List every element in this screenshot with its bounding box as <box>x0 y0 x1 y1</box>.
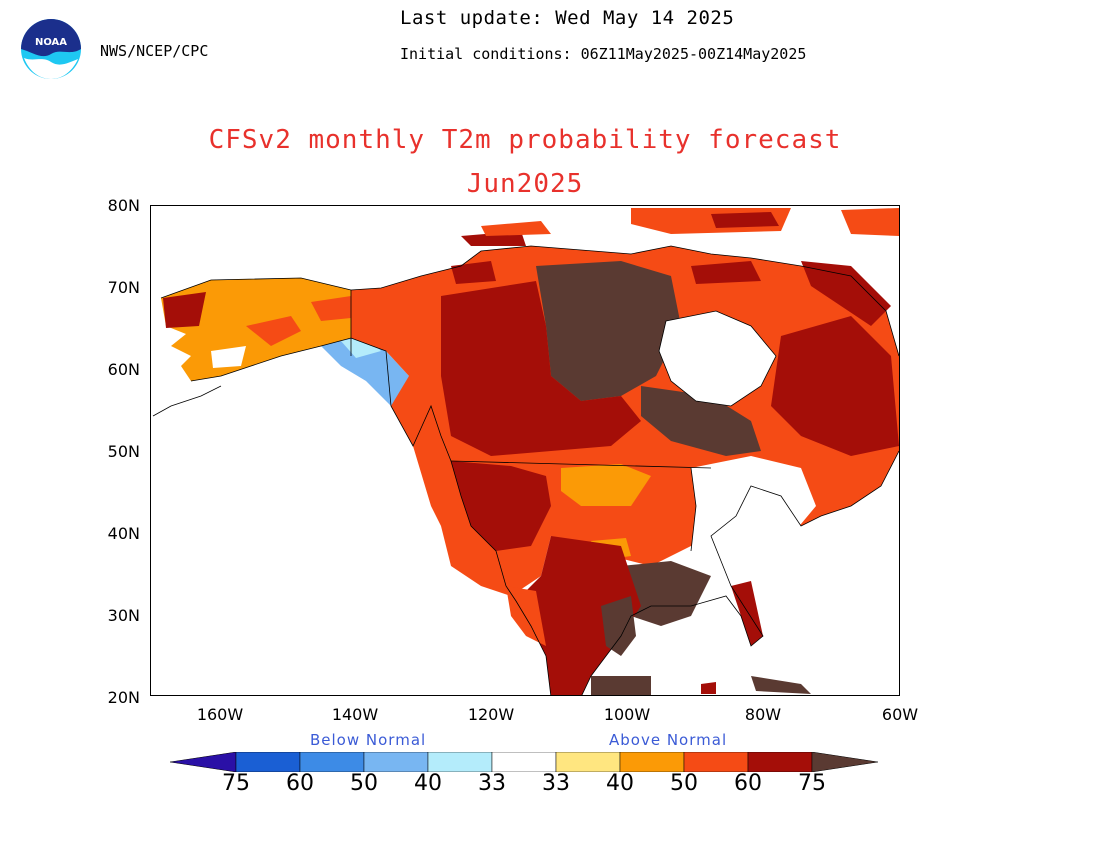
legend-value-below-75: 75 <box>222 771 250 796</box>
lon-label-100w: 100W <box>603 705 651 724</box>
chart-title: CFSv2 monthly T2m probability forecast <box>208 125 842 155</box>
legend-value-below-40: 40 <box>414 771 442 796</box>
legend-value-above-40: 40 <box>606 771 634 796</box>
legend-value-above-33: 33 <box>542 771 570 796</box>
lon-label-160w: 160W <box>196 705 244 724</box>
legend-value-above-60: 60 <box>734 771 762 796</box>
legend-value-below-33: 33 <box>478 771 506 796</box>
initial-conditions-text: Initial conditions: 06Z11May2025-00Z14Ma… <box>400 45 807 63</box>
legend-swatch-below-60 <box>235 752 301 772</box>
legend-value-above-50: 50 <box>670 771 698 796</box>
land-shading <box>161 208 899 695</box>
forecast-map <box>150 205 900 696</box>
forecast-map-canvas <box>152 208 899 695</box>
lon-label-140w: 140W <box>331 705 379 724</box>
legend-swatch-below-50 <box>299 752 365 772</box>
legend-swatch-above-40 <box>619 752 685 772</box>
noaa-logo: NOAA <box>21 19 81 79</box>
legend-value-above-75: 75 <box>798 771 826 796</box>
chart-subtitle: Jun2025 <box>466 169 584 199</box>
legend-swatch-above-33 <box>555 752 621 772</box>
legend-swatch-above-75 <box>811 752 879 772</box>
legend-swatch-normal <box>491 752 557 772</box>
coastline-outlines <box>152 245 899 695</box>
legend-swatch-below-75 <box>170 752 237 772</box>
legend-above-normal-label: Above Normal <box>609 731 728 749</box>
lat-label-20n: 20N <box>107 688 140 707</box>
last-update-text: Last update: Wed May 14 2025 <box>400 7 735 29</box>
lat-label-30n: 30N <box>107 606 140 625</box>
legend-swatch-above-60 <box>747 752 813 772</box>
lat-label-70n: 70N <box>107 278 140 297</box>
legend-swatch-below-40 <box>363 752 429 772</box>
lon-label-120w: 120W <box>467 705 515 724</box>
legend-below-normal-label: Below Normal <box>310 731 427 749</box>
legend-value-below-50: 50 <box>350 771 378 796</box>
legend-swatch-below-33 <box>427 752 493 772</box>
legend-value-below-60: 60 <box>286 771 314 796</box>
lat-label-80n: 80N <box>107 196 140 215</box>
lon-label-60w: 60W <box>881 705 919 724</box>
svg-text:NOAA: NOAA <box>35 37 67 48</box>
legend-colorbar <box>170 752 879 772</box>
org-label: NWS/NCEP/CPC <box>100 42 209 60</box>
legend-swatch-above-50 <box>683 752 749 772</box>
lat-label-40n: 40N <box>107 524 140 543</box>
lon-label-80w: 80W <box>744 705 782 724</box>
lat-label-50n: 50N <box>107 442 140 461</box>
lat-label-60n: 60N <box>107 360 140 379</box>
